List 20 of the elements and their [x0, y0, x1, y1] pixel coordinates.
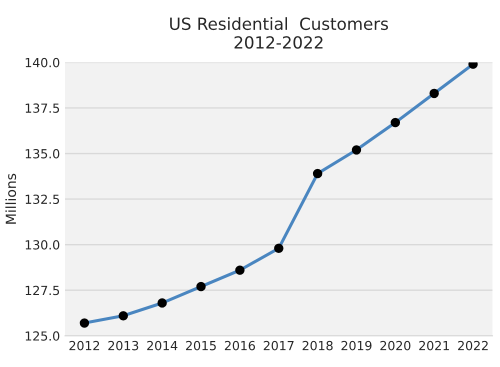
y-tick-label: 125.0 [26, 331, 60, 341]
y-tick-label: 137.5 [26, 103, 60, 113]
x-tick-label: 2016 [224, 340, 256, 350]
x-tick-label: 2013 [108, 340, 138, 350]
x-tick-label: 2020 [380, 340, 410, 350]
y-tick-label: 127.5 [26, 286, 60, 296]
y-tick-label: 132.5 [26, 194, 60, 204]
y-tick-label: 135.0 [26, 149, 60, 158]
y-axis-title: Millions [5, 174, 16, 224]
x-tick-label: 2012 [69, 340, 100, 350]
x-tick-label: 2018 [302, 340, 333, 350]
x-tick-label: 2014 [147, 340, 178, 350]
chart-title: US Residential Customers 2012-2022 [170, 17, 388, 49]
x-tick-label: 2021 [419, 340, 449, 350]
x-tick-label: 2019 [341, 340, 372, 350]
y-tick-label: 130.0 [26, 240, 60, 250]
x-tick-label: 2017 [264, 340, 294, 350]
y-tick-label: 140.0 [26, 58, 60, 68]
x-tick-label: 2015 [186, 340, 216, 350]
x-tick-label: 2022 [458, 340, 488, 350]
